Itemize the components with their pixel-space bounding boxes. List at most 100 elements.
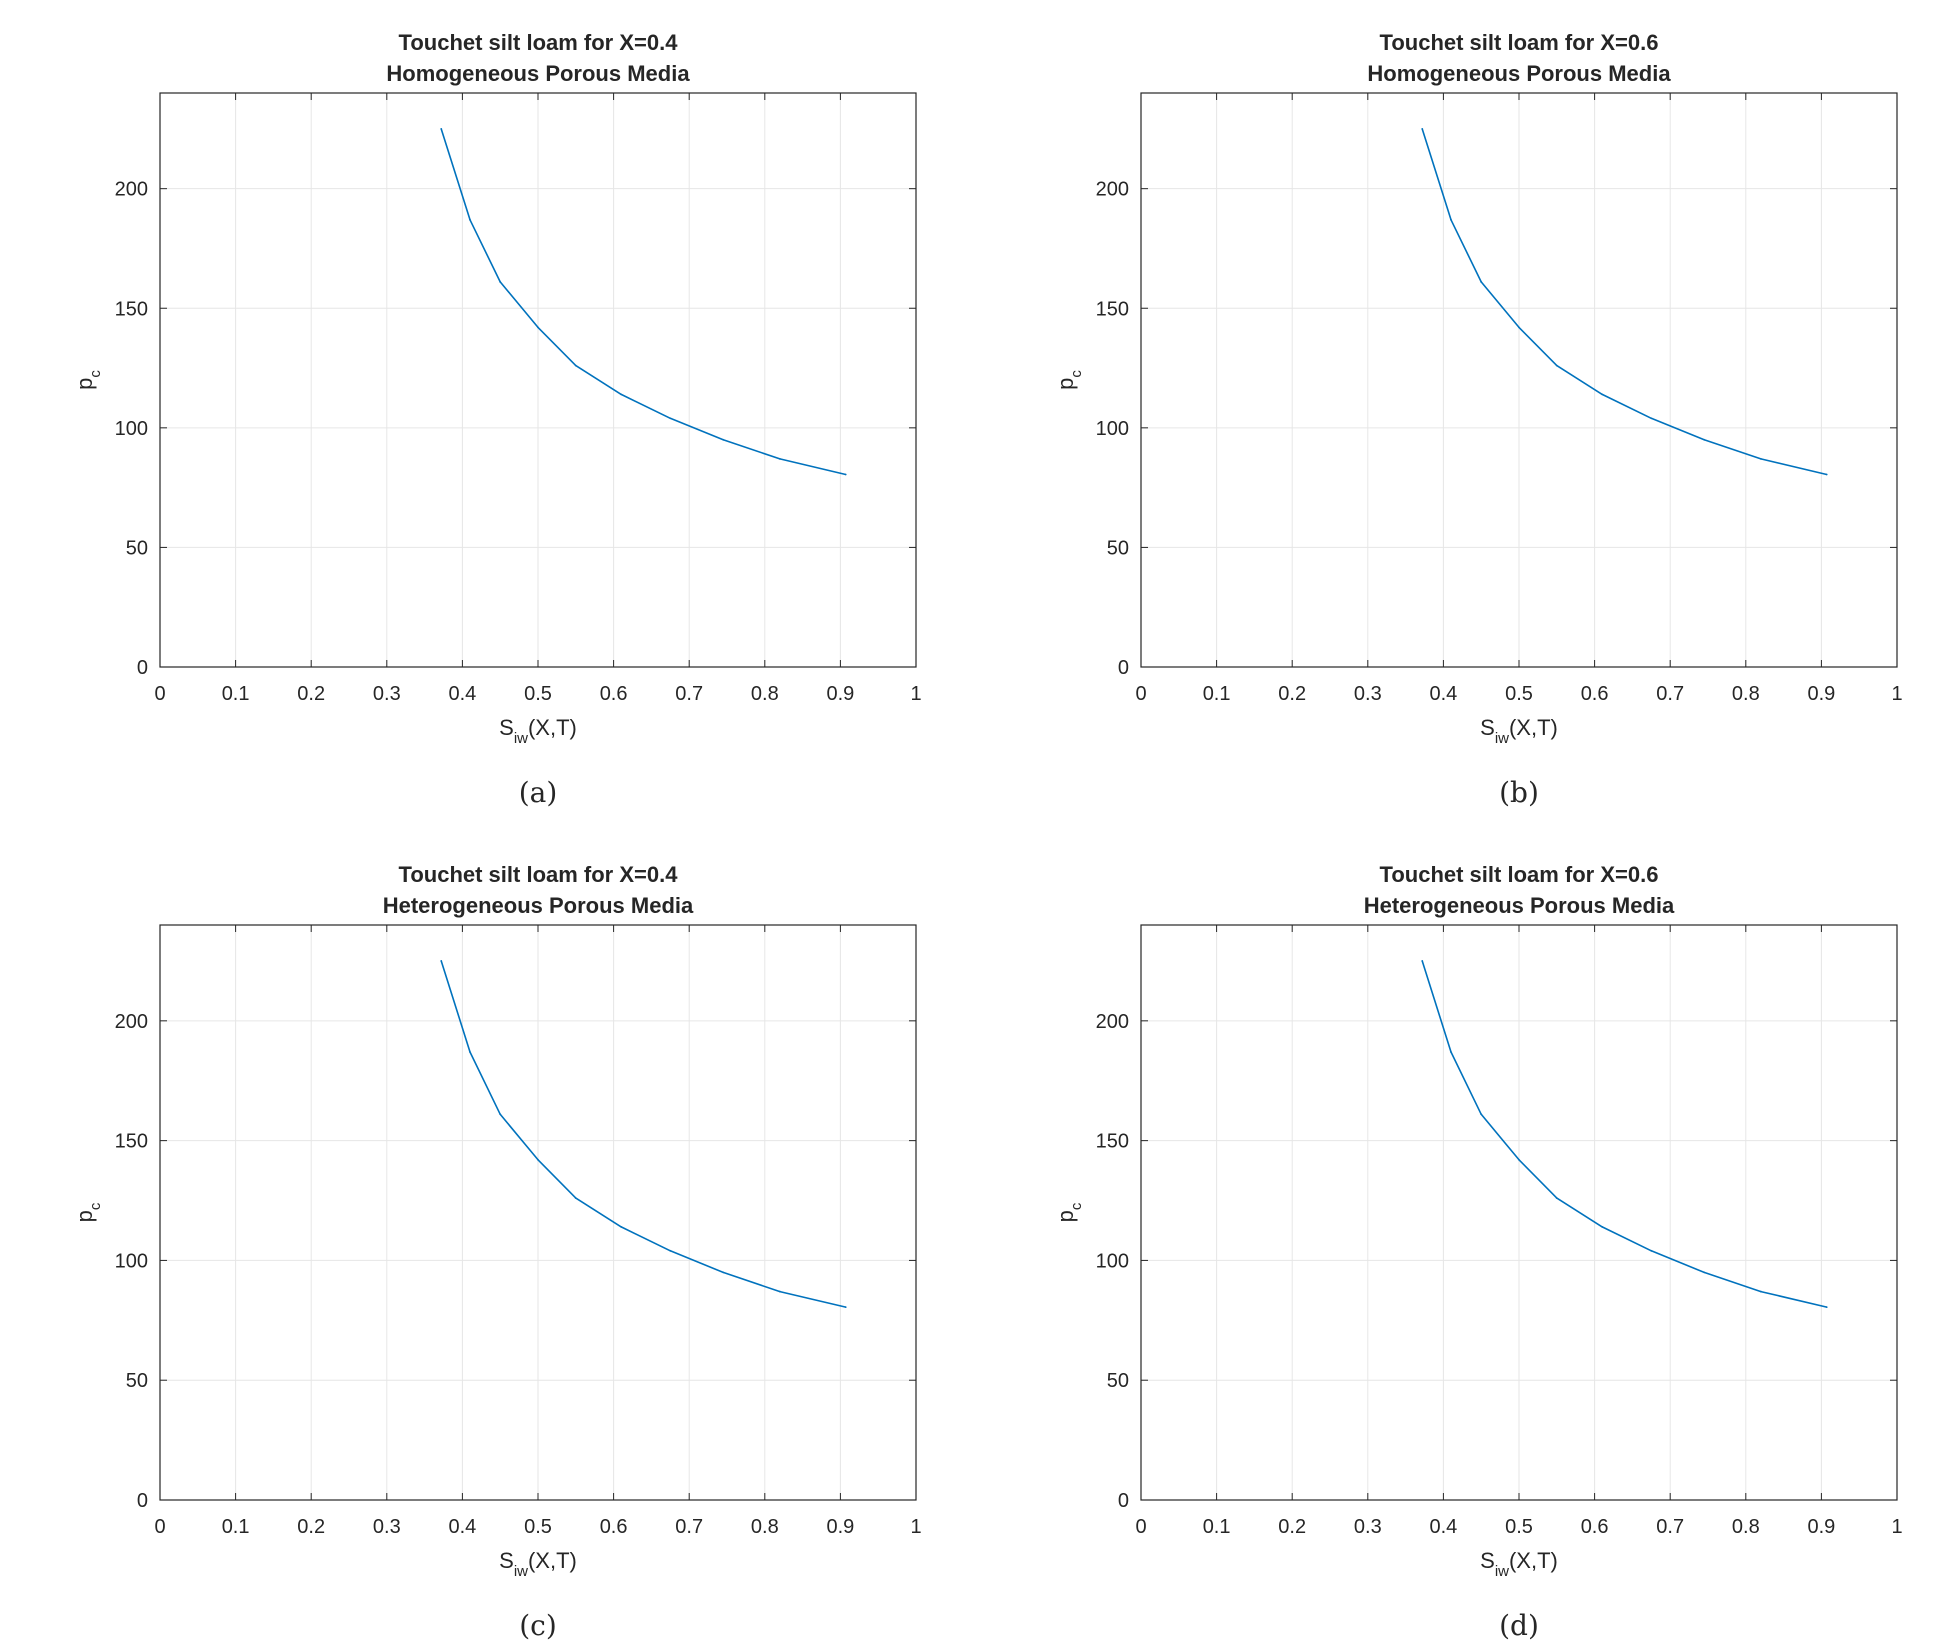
data-point [722, 1271, 725, 1274]
y-axis-label: pc [72, 370, 104, 390]
data-point [620, 393, 623, 396]
chart-title-line1: Touchet silt loam for X=0.4 [399, 862, 679, 887]
x-tick-label: 0.5 [524, 683, 552, 705]
chart-panel-d: 0 0.1 0.2 0.3 0.4 0.5 0.6 0.7 0.8 0.9 1 0 50 100 150 20… [1053, 862, 1903, 1642]
x-tick-label: 0.3 [373, 683, 401, 705]
x-tick-label: 1 [910, 1516, 921, 1538]
x-axis-label: Siw(X,T) [1480, 715, 1558, 747]
x-tick-label: 1 [1891, 683, 1902, 705]
y-axis-label: pc [1053, 370, 1085, 390]
x-tick-label: 0.9 [826, 1516, 854, 1538]
panel-caption: (c) [519, 1609, 557, 1642]
chart-panel-b: 0 0.1 0.2 0.3 0.4 0.5 0.6 0.7 0.8 0.9 1 0 50 100 150 20… [1053, 30, 1903, 809]
data-point [1421, 127, 1424, 130]
y-tick-label: 50 [126, 537, 148, 559]
y-tick-label: 0 [137, 657, 148, 679]
x-tick-label: 0 [1135, 683, 1146, 705]
x-tick-label: 0.1 [1203, 1516, 1231, 1538]
y-tick-label: 150 [1096, 298, 1129, 320]
panel-caption: (b) [1499, 776, 1539, 809]
data-point [1421, 960, 1424, 962]
panel-caption: (a) [519, 776, 558, 809]
x-tick-label: 0.6 [1581, 683, 1609, 705]
x-tick-label: 0.6 [600, 683, 628, 705]
x-tick-label: 0.7 [1656, 683, 1684, 705]
data-point [844, 473, 847, 476]
panel-caption: (d) [1499, 1609, 1539, 1642]
x-tick-label: 0.2 [1278, 683, 1306, 705]
x-tick-label: 0 [1135, 1516, 1146, 1538]
x-tick-label: 0.5 [524, 1516, 552, 1538]
data-point [1480, 1113, 1483, 1116]
data-point [1601, 393, 1604, 396]
y-tick-label: 200 [115, 1011, 148, 1033]
x-tick-label: 0 [154, 683, 165, 705]
data-point [1825, 1306, 1828, 1309]
data-point [779, 1290, 781, 1293]
data-point [669, 1249, 672, 1252]
x-tick-label: 0.2 [297, 683, 325, 705]
series-line [1421, 960, 1827, 1308]
x-axis-label: Siw(X,T) [499, 715, 577, 747]
x-tick-label: 0.1 [1203, 683, 1231, 705]
x-tick-label: 0.7 [1656, 1516, 1684, 1538]
x-tick-label: 0.1 [222, 683, 250, 705]
x-tick-label: 0.8 [751, 1516, 779, 1538]
y-tick-label: 50 [1107, 537, 1129, 559]
x-tick-label: 0 [154, 1516, 165, 1538]
x-tick-label: 0.9 [1807, 1516, 1835, 1538]
y-axis-label: pc [1053, 1202, 1085, 1222]
y-tick-label: 0 [137, 1490, 148, 1512]
data-point [440, 960, 443, 962]
data-point [1703, 438, 1706, 441]
y-axis-label: pc [72, 1202, 104, 1222]
x-tick-label: 0.3 [373, 1516, 401, 1538]
x-tick-label: 0.1 [222, 1516, 250, 1538]
x-tick-label: 0.9 [826, 683, 854, 705]
data-point [537, 1158, 539, 1161]
y-tick-label: 200 [115, 179, 148, 201]
x-tick-label: 0.8 [1732, 1516, 1760, 1538]
series-line [1421, 128, 1827, 476]
y-tick-label: 0 [1118, 1490, 1129, 1512]
data-point [1480, 281, 1483, 283]
chart-panel-c: 0 0.1 0.2 0.3 0.4 0.5 0.6 0.7 0.8 0.9 1 0 50 100 150 20… [72, 862, 922, 1642]
y-tick-label: 0 [1118, 657, 1129, 679]
x-tick-label: 0.7 [675, 1516, 703, 1538]
x-tick-label: 0.2 [1278, 1516, 1306, 1538]
x-tick-label: 1 [1891, 1516, 1902, 1538]
chart-title-line1: Touchet silt loam for X=0.6 [1380, 862, 1659, 887]
chart-title-line2: Heterogeneous Porous Media [383, 893, 694, 918]
data-point [1518, 326, 1520, 329]
data-point [440, 127, 443, 130]
x-tick-label: 0.2 [297, 1516, 325, 1538]
data-point [1760, 458, 1762, 460]
x-tick-label: 0.6 [600, 1516, 628, 1538]
x-tick-label: 0.9 [1807, 683, 1835, 705]
data-point [1555, 364, 1558, 367]
data-point [669, 417, 672, 420]
chart-panel-a: 0 0.1 0.2 0.3 0.4 0.5 0.6 0.7 0.8 0.9 1 0 50 100 150 20… [72, 30, 922, 809]
x-tick-label: 0.4 [448, 1516, 476, 1538]
data-point [499, 1113, 502, 1116]
x-tick-label: 0.4 [1429, 1516, 1457, 1538]
y-tick-label: 150 [115, 298, 148, 320]
x-tick-label: 0.7 [675, 683, 703, 705]
data-point [1518, 1158, 1520, 1161]
y-tick-label: 200 [1096, 179, 1129, 201]
y-tick-label: 150 [115, 1131, 148, 1153]
data-point [1555, 1197, 1558, 1200]
data-point [620, 1225, 623, 1228]
data-point [574, 364, 577, 367]
y-tick-label: 100 [1096, 1250, 1129, 1272]
x-tick-label: 0.3 [1354, 1516, 1382, 1538]
data-point [1825, 473, 1828, 476]
chart-title-line1: Touchet silt loam for X=0.4 [399, 30, 679, 55]
data-point [574, 1197, 577, 1200]
data-point [844, 1306, 847, 1309]
y-tick-label: 50 [126, 1370, 148, 1392]
chart-title-line2: Heterogeneous Porous Media [1364, 893, 1675, 918]
x-tick-label: 0.8 [751, 683, 779, 705]
data-point [1601, 1225, 1604, 1228]
